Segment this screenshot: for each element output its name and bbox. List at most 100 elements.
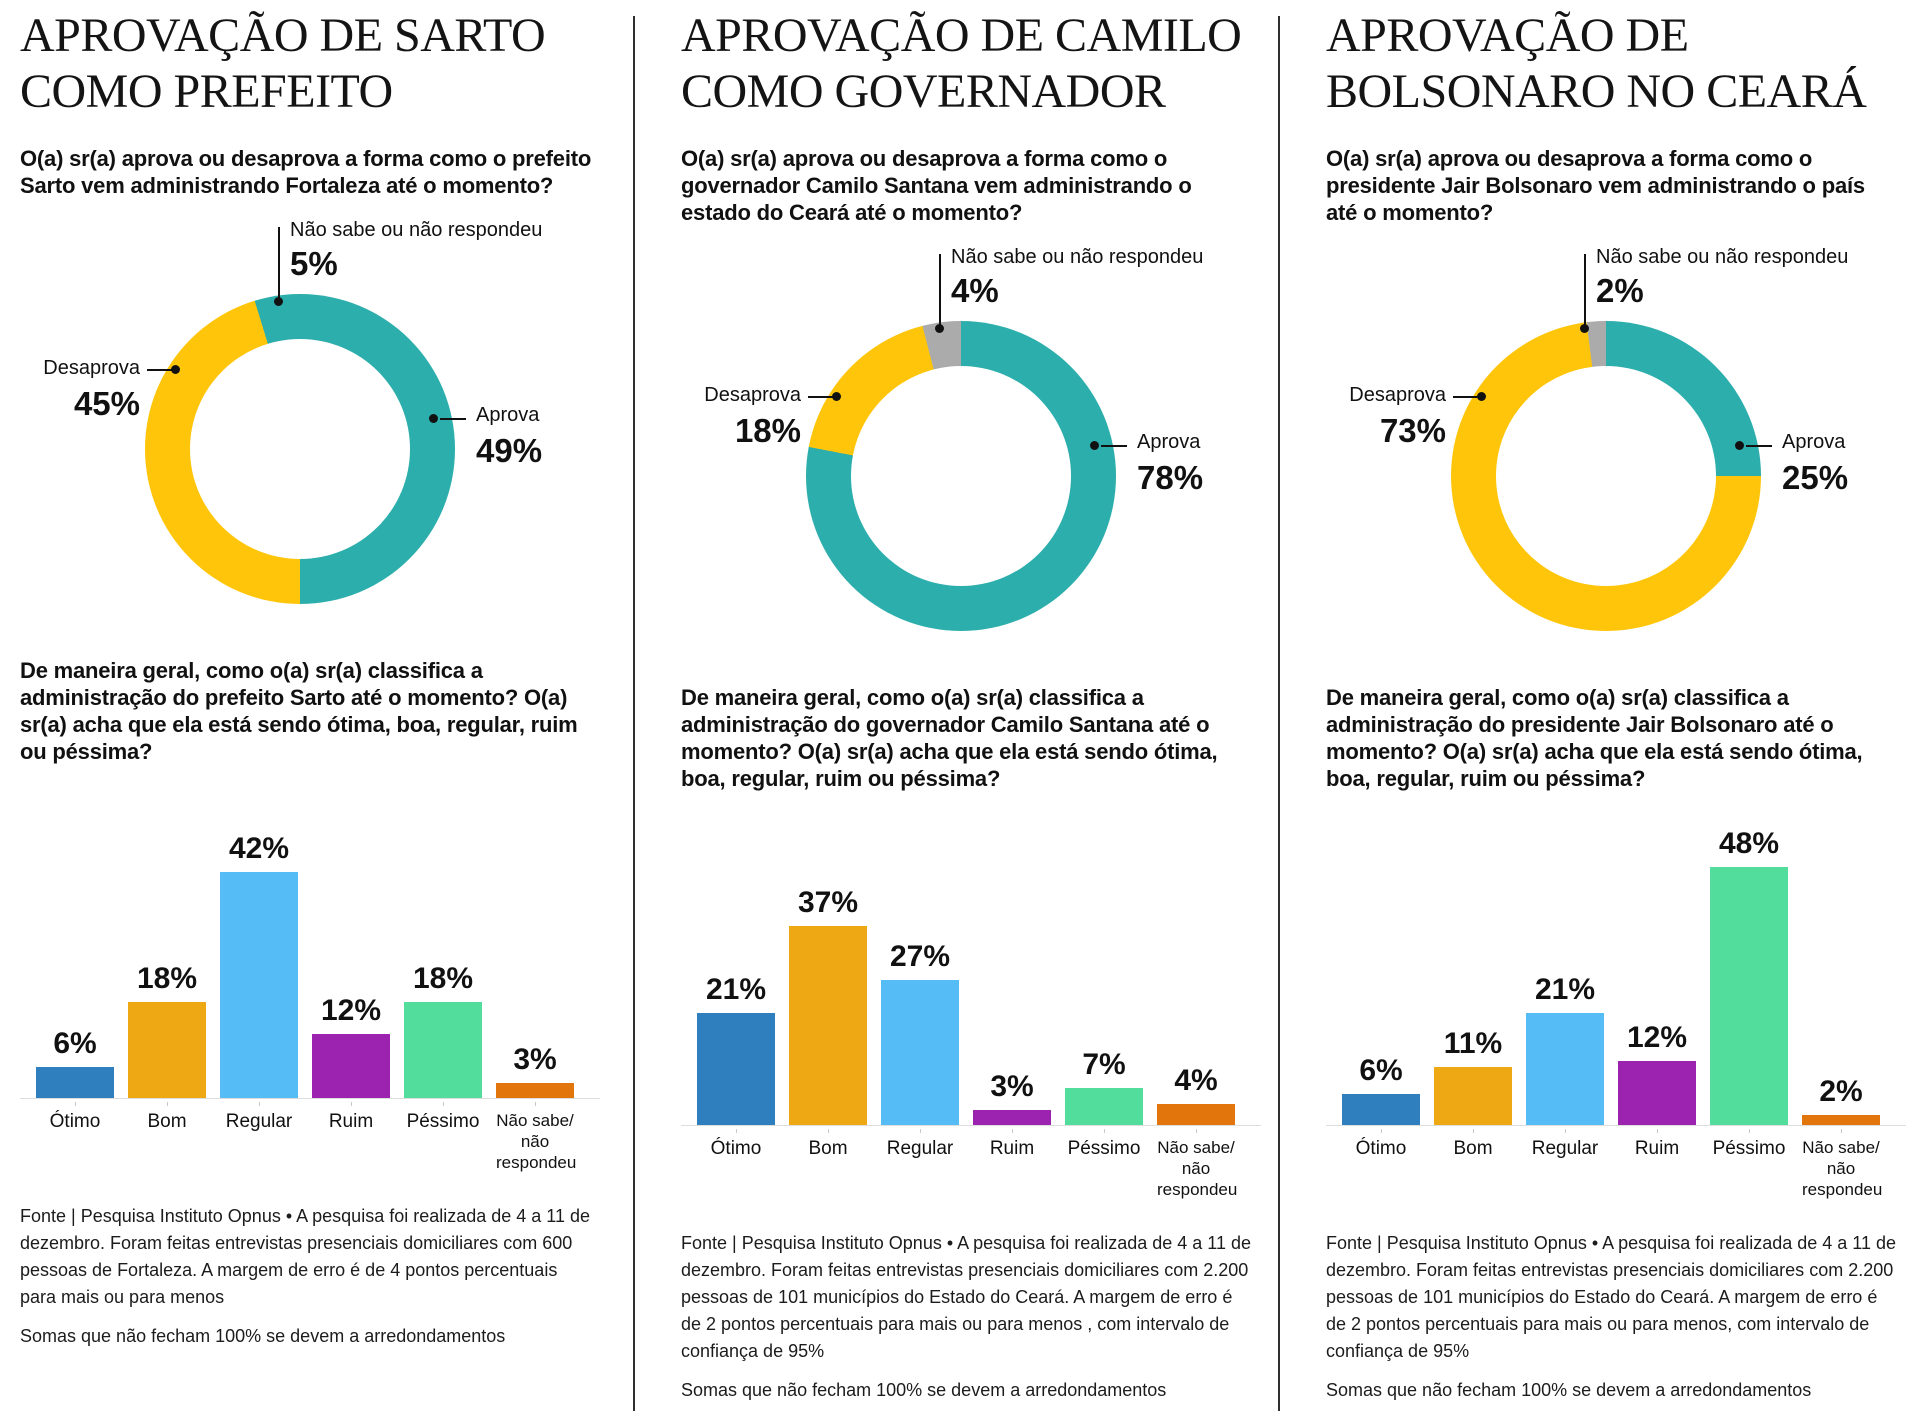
cat-bom: Bom: [789, 1129, 867, 1200]
callout-line-desaprova: [808, 396, 835, 399]
cat-otimo: Ótimo: [36, 1102, 114, 1173]
desaprova-value: 73%: [1379, 412, 1446, 450]
bar-ruim: 12%: [1618, 1021, 1696, 1127]
bar-chart-bolsonaro: 6% 11% 21% 12% 48% 2% Ótimo Bom Regular …: [1326, 802, 1912, 1199]
cat-ruim: Ruim: [312, 1102, 390, 1173]
callout-dot-nosabe: [1580, 324, 1589, 334]
bar-regular: 21%: [1526, 973, 1604, 1127]
callout-dot-desaprova: [832, 392, 841, 402]
bar-rect: [220, 872, 298, 1100]
bar-rect: [1710, 867, 1788, 1127]
cat-pessimo: Péssimo: [404, 1102, 482, 1173]
bar-chart-camilo: 21% 37% 27% 3% 7% 4% Ótimo Bom Regular R…: [681, 802, 1267, 1199]
callout-line-desaprova: [1453, 396, 1480, 399]
question-rating: De maneira geral, como o(a) sr(a) classi…: [681, 685, 1218, 792]
bar-rect: [404, 1002, 482, 1100]
title-line-2: BOLSONARO NO CEARÁ: [1326, 65, 1867, 119]
axis-baseline: [681, 1125, 1261, 1127]
bar-value: 12%: [320, 994, 382, 1028]
bar-value: 18%: [136, 962, 198, 996]
bar-rect: [1802, 1115, 1880, 1127]
bar-value: 37%: [797, 886, 859, 920]
callout-dot-aprova: [429, 414, 438, 424]
page-title-bolsonaro: APROVAÇÃO DE BOLSONARO NO CEARÁ: [1326, 8, 1912, 120]
bar-ruim: 3%: [973, 1070, 1051, 1127]
aprova-label: Aprova: [1137, 431, 1201, 454]
column-sarto: APROVAÇÃO DE SARTO COMO PREFEITO O(a) sr(…: [0, 0, 633, 1411]
bar-value: 21%: [1534, 973, 1596, 1007]
title-line-2: COMO PREFEITO: [20, 65, 393, 119]
bar-value: 3%: [513, 1043, 557, 1077]
bar-value: 7%: [1082, 1048, 1126, 1082]
bar-otimo: 21%: [697, 973, 775, 1127]
bars: 6% 11% 21% 12% 48% 2%: [1342, 827, 1880, 1127]
callout-dot-nosabe: [935, 324, 944, 334]
cat-regular: Regular: [1526, 1129, 1604, 1200]
bar-rect: [1618, 1061, 1696, 1127]
category-labels: Ótimo Bom Regular Ruim Péssimo Não sabe/…: [697, 1129, 1238, 1200]
title-line-1: APROVAÇÃO DE: [1326, 9, 1689, 62]
column-divider: [1278, 16, 1280, 1411]
page-title-camilo: APROVAÇÃO DE CAMILO COMO GOVERNADOR: [681, 8, 1267, 120]
callout-line-aprova: [1101, 445, 1127, 448]
bar-bom: 11%: [1434, 1027, 1512, 1127]
bar-rect: [496, 1083, 574, 1100]
bar-rect: [1065, 1088, 1143, 1127]
bar-rect: [1342, 1094, 1420, 1127]
cat-regular: Regular: [881, 1129, 959, 1200]
question-approval: O(a) sr(a) aprova ou desaprova a forma c…: [1326, 146, 1865, 226]
bar-otimo: 6%: [36, 1027, 114, 1100]
nosabe-label: Não sabe ou não respondeu: [951, 246, 1204, 269]
bar-naosabe: 2%: [1802, 1075, 1880, 1127]
column-camilo-inner: APROVAÇÃO DE CAMILO COMO GOVERNADOR O(a) …: [681, 8, 1267, 1402]
rounding-note: Somas que não fecham 100% se devem a arr…: [20, 1326, 506, 1347]
cat-regular: Regular: [220, 1102, 298, 1173]
cat-naosabe: Não sabe/ não respondeu: [496, 1102, 576, 1173]
callout-line-nosabe: [1584, 254, 1586, 329]
nosabe-value: 4%: [951, 272, 999, 310]
aprova-value: 49%: [476, 432, 543, 470]
cat-ruim: Ruim: [973, 1129, 1051, 1200]
callout-line-aprova: [440, 418, 466, 421]
column-sarto-inner: APROVAÇÃO DE SARTO COMO PREFEITO O(a) sr(…: [20, 8, 606, 1348]
donut-chart-camilo: Não sabe ou não respondeu 4% Desaprova 1…: [681, 246, 1267, 636]
callout-dot-aprova: [1735, 441, 1744, 451]
column-bolsonaro: APROVAÇÃO DE BOLSONARO NO CEARÁ O(a) sr(a…: [1280, 0, 1918, 1411]
bar-value: 42%: [228, 832, 290, 866]
bar-value: 3%: [990, 1070, 1034, 1104]
title-line-2: COMO GOVERNADOR: [681, 65, 1166, 119]
bar-rect: [1526, 1013, 1604, 1127]
bar-value: 18%: [412, 962, 474, 996]
donut-ring: [1451, 321, 1761, 632]
cat-naosabe: Não sabe/ não respondeu: [1802, 1129, 1882, 1200]
callout-dot-desaprova: [1477, 392, 1486, 402]
source-text: Fonte | Pesquisa Instituto Opnus • A pes…: [20, 1206, 591, 1308]
cat-pessimo: Péssimo: [1065, 1129, 1143, 1200]
donut-chart-sarto: Não sabe ou não respondeu 5% Desaprova 4…: [20, 219, 606, 609]
bars: 21% 37% 27% 3% 7% 4%: [697, 886, 1235, 1127]
callout-dot-nosabe: [274, 297, 283, 307]
category-labels: Ótimo Bom Regular Ruim Péssimo Não sabe/…: [36, 1102, 577, 1173]
axis-baseline: [1326, 1125, 1906, 1127]
cat-bom: Bom: [1434, 1129, 1512, 1200]
bar-ruim: 12%: [312, 994, 390, 1100]
bar-rect: [973, 1110, 1051, 1127]
bar-value: 12%: [1626, 1021, 1688, 1055]
nosabe-value: 5%: [290, 245, 338, 283]
question-approval: O(a) sr(a) aprova ou desaprova a forma c…: [20, 146, 592, 199]
bar-pessimo: 48%: [1710, 827, 1788, 1127]
bar-value: 11%: [1443, 1027, 1503, 1061]
bar-rect: [1434, 1067, 1512, 1127]
bar-bom: 18%: [128, 962, 206, 1100]
cat-pessimo: Péssimo: [1710, 1129, 1788, 1200]
bar-rect: [312, 1034, 390, 1100]
rounding-note: Somas que não fecham 100% se devem a arr…: [1326, 1380, 1812, 1401]
bar-naosabe: 4%: [1157, 1064, 1235, 1127]
bar-pessimo: 7%: [1065, 1048, 1143, 1127]
title-line-1: APROVAÇÃO DE SARTO: [20, 9, 546, 62]
bar-regular: 27%: [881, 940, 959, 1127]
callout-line-nosabe: [939, 254, 941, 329]
bar-value: 27%: [889, 940, 951, 974]
nosabe-value: 2%: [1596, 272, 1644, 310]
